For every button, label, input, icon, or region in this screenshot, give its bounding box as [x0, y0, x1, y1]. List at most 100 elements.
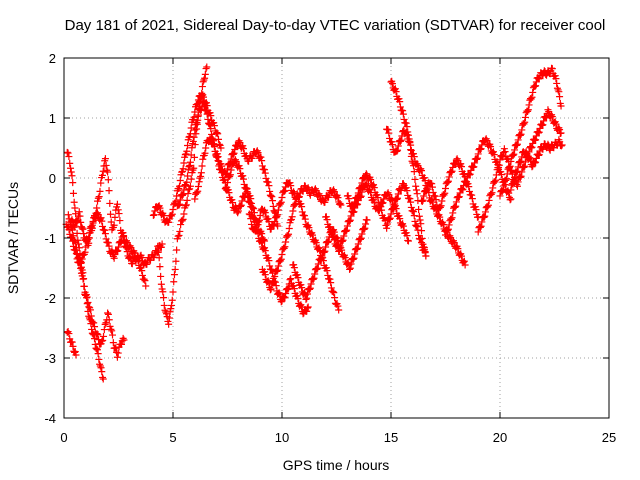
data-point-trace-k: [312, 239, 320, 247]
data-point-trace-f: [157, 280, 165, 288]
data-point-trace-m: [314, 260, 322, 268]
data-point-trace-g: [154, 202, 162, 210]
data-point-trace-j: [277, 298, 285, 306]
data-point-trace-m: [363, 216, 371, 224]
data-point-trace-p: [412, 182, 420, 190]
data-point-trace-g: [165, 218, 173, 226]
data-point-trace-j: [304, 303, 312, 311]
data-point-trace-d: [105, 187, 113, 195]
data-point-trace-t: [539, 121, 547, 129]
data-point-trace-h: [186, 161, 194, 169]
data-point-trace-f: [170, 278, 178, 286]
data-point-trace-m: [306, 284, 314, 292]
data-point-trace-f: [201, 70, 209, 78]
data-point-trace-j: [281, 293, 289, 301]
data-point-trace-p: [402, 119, 410, 127]
data-point-trace-c: [82, 291, 90, 299]
data-point-trace-t: [535, 128, 543, 136]
data-point-trace-j: [232, 158, 240, 166]
data-point-trace-i: [258, 157, 266, 165]
data-point-trace-c: [106, 322, 114, 330]
data-point-trace-k: [301, 212, 309, 220]
data-point-trace-k: [298, 208, 306, 216]
data-point-trace-r: [472, 206, 480, 214]
data-point-trace-j: [303, 304, 311, 312]
data-point-trace-t: [476, 223, 484, 231]
data-point-trace-j: [287, 275, 295, 283]
data-point-trace-m: [346, 265, 354, 273]
data-point-trace-f: [171, 265, 179, 273]
data-point-trace-q: [410, 153, 418, 161]
data-point-trace-d: [111, 213, 119, 221]
data-point-trace-n: [346, 217, 354, 225]
data-point-trace-h: [225, 189, 233, 197]
data-point-trace-o: [417, 235, 425, 243]
data-point-trace-v: [523, 150, 531, 158]
data-point-trace-s: [469, 163, 477, 171]
data-point-trace-s: [462, 178, 470, 186]
data-point-trace-n: [327, 226, 335, 234]
data-point-trace-m: [362, 220, 370, 228]
data-point-trace-i: [206, 134, 214, 142]
data-point-trace-v: [558, 141, 566, 149]
data-point-trace-l: [274, 211, 282, 219]
data-point-trace-e: [69, 237, 77, 245]
data-point-trace-l: [255, 218, 263, 226]
data-point-trace-q: [457, 252, 465, 260]
data-point-trace-o: [365, 174, 373, 182]
data-point-trace-h: [180, 186, 188, 194]
data-point-trace-o: [354, 189, 362, 197]
data-point-trace-e: [82, 243, 90, 251]
data-point-trace-s: [470, 163, 478, 171]
data-point-trace-b: [83, 300, 91, 308]
data-point-trace-j: [226, 172, 234, 180]
data-point-trace-o: [375, 199, 383, 207]
data-point-trace-n: [404, 237, 412, 245]
data-point-trace-l: [281, 187, 289, 195]
data-point-trace-n: [349, 208, 357, 216]
data-point-trace-n: [330, 236, 338, 244]
data-point-trace-c: [104, 310, 112, 318]
data-point-trace-u: [503, 170, 511, 178]
data-point-trace-o: [387, 210, 395, 218]
data-point-trace-u: [529, 88, 537, 96]
data-point-trace-b: [71, 204, 79, 212]
data-point-trace-j: [290, 285, 298, 293]
data-point-trace-g: [178, 168, 186, 176]
data-point-trace-h: [202, 107, 210, 115]
data-point-trace-h: [199, 98, 207, 106]
data-point-trace-h: [187, 151, 195, 159]
data-point-trace-l: [295, 193, 303, 201]
data-point-trace-u: [521, 113, 529, 121]
data-point-trace-p: [392, 88, 400, 96]
data-point-trace-v: [507, 186, 515, 194]
data-point-trace-d: [141, 277, 149, 285]
data-point-trace-r: [440, 191, 448, 199]
data-point-trace-k: [335, 306, 343, 314]
data-point-trace-b: [67, 168, 75, 176]
data-point-trace-g: [215, 140, 223, 148]
data-point-trace-k: [323, 267, 331, 275]
y-axis-label: SDTVAR / TECUs: [5, 182, 21, 294]
data-point-trace-i: [198, 162, 206, 170]
x-tick-label: 0: [60, 430, 67, 445]
data-point-trace-n: [323, 216, 331, 224]
data-point-trace-j: [222, 185, 230, 193]
data-point-trace-v: [516, 158, 524, 166]
data-point-trace-e: [102, 235, 110, 243]
data-point-trace-u: [525, 101, 533, 109]
data-point-trace-t: [488, 189, 496, 197]
data-point-trace-p: [415, 212, 423, 220]
data-point-trace-k: [269, 279, 277, 287]
data-point-trace-a: [63, 328, 71, 336]
data-point-trace-j: [282, 289, 290, 297]
data-point-trace-k: [271, 272, 279, 280]
data-point-trace-k: [324, 271, 332, 279]
data-point-trace-u: [503, 175, 511, 183]
data-point-trace-j: [244, 193, 252, 201]
data-point-trace-k: [330, 289, 338, 297]
data-point-trace-q: [388, 141, 396, 149]
data-point-trace-c: [90, 319, 98, 327]
data-point-trace-h: [200, 98, 208, 106]
data-point-trace-f: [154, 242, 162, 250]
